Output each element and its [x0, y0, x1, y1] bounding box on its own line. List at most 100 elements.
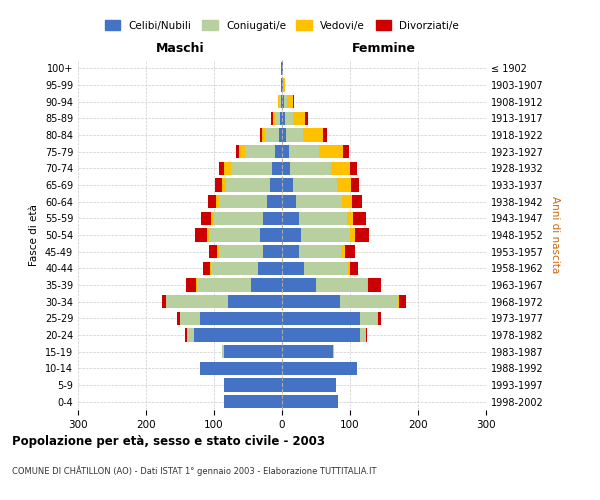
Bar: [342, 195, 352, 208]
Bar: [282, 312, 360, 325]
Bar: [224, 378, 282, 392]
Bar: [222, 178, 226, 192]
Bar: [263, 245, 282, 258]
Bar: [280, 112, 282, 125]
Bar: [341, 245, 344, 258]
Bar: [265, 128, 278, 141]
Bar: [207, 228, 209, 241]
Bar: [260, 128, 262, 141]
Bar: [210, 262, 211, 275]
Bar: [267, 195, 282, 208]
Bar: [282, 328, 360, 342]
Bar: [296, 195, 342, 208]
Bar: [323, 128, 327, 141]
Bar: [360, 312, 377, 325]
Bar: [194, 328, 282, 342]
Bar: [286, 128, 303, 141]
Bar: [282, 362, 357, 375]
Bar: [278, 128, 282, 141]
Bar: [278, 95, 281, 108]
Bar: [263, 212, 282, 225]
Bar: [203, 262, 210, 275]
Bar: [282, 295, 340, 308]
Bar: [239, 145, 245, 158]
Bar: [282, 395, 338, 408]
Bar: [216, 195, 220, 208]
Bar: [219, 162, 224, 175]
Bar: [350, 162, 357, 175]
Bar: [282, 262, 304, 275]
Bar: [282, 128, 286, 141]
Bar: [220, 195, 267, 208]
Bar: [222, 345, 224, 358]
Bar: [260, 228, 282, 241]
Y-axis label: Anni di nascita: Anni di nascita: [550, 196, 560, 274]
Bar: [208, 195, 216, 208]
Bar: [226, 178, 270, 192]
Bar: [299, 212, 347, 225]
Bar: [337, 178, 350, 192]
Bar: [282, 345, 333, 358]
Bar: [282, 62, 283, 75]
Bar: [224, 395, 282, 408]
Bar: [245, 145, 275, 158]
Bar: [290, 162, 331, 175]
Bar: [343, 145, 349, 158]
Bar: [344, 245, 355, 258]
Bar: [333, 345, 334, 358]
Bar: [282, 162, 290, 175]
Bar: [282, 145, 289, 158]
Bar: [319, 145, 343, 158]
Bar: [350, 228, 355, 241]
Bar: [224, 345, 282, 358]
Bar: [224, 162, 231, 175]
Bar: [209, 245, 217, 258]
Bar: [365, 328, 367, 342]
Bar: [251, 278, 282, 291]
Y-axis label: Fasce di età: Fasce di età: [29, 204, 39, 266]
Bar: [285, 112, 293, 125]
Bar: [398, 295, 399, 308]
Bar: [352, 195, 362, 208]
Bar: [377, 312, 378, 325]
Bar: [316, 278, 367, 291]
Bar: [197, 278, 251, 291]
Bar: [293, 112, 305, 125]
Bar: [355, 228, 369, 241]
Bar: [272, 162, 282, 175]
Bar: [282, 245, 299, 258]
Bar: [282, 228, 301, 241]
Bar: [219, 245, 263, 258]
Bar: [360, 328, 365, 342]
Bar: [236, 145, 239, 158]
Bar: [258, 262, 282, 275]
Bar: [293, 178, 337, 192]
Bar: [340, 295, 398, 308]
Bar: [304, 262, 348, 275]
Text: Popolazione per età, sesso e stato civile - 2003: Popolazione per età, sesso e stato civil…: [12, 435, 325, 448]
Bar: [214, 212, 263, 225]
Bar: [347, 212, 353, 225]
Bar: [282, 95, 284, 108]
Bar: [187, 328, 194, 342]
Bar: [200, 312, 282, 325]
Bar: [196, 278, 197, 291]
Bar: [282, 178, 293, 192]
Bar: [180, 312, 200, 325]
Bar: [275, 145, 282, 158]
Bar: [282, 112, 285, 125]
Bar: [185, 328, 187, 342]
Bar: [284, 95, 287, 108]
Bar: [177, 312, 180, 325]
Bar: [195, 228, 207, 241]
Bar: [289, 145, 319, 158]
Bar: [166, 295, 227, 308]
Bar: [368, 278, 380, 291]
Bar: [209, 228, 260, 241]
Bar: [282, 378, 337, 392]
Bar: [273, 112, 275, 125]
Bar: [211, 212, 214, 225]
Bar: [367, 278, 368, 291]
Bar: [281, 95, 282, 108]
Bar: [262, 128, 265, 141]
